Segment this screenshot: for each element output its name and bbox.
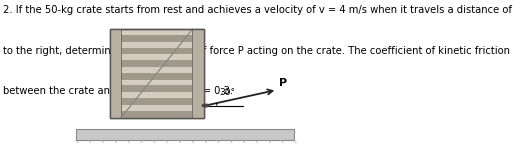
Bar <box>192 29 204 118</box>
Circle shape <box>202 104 209 107</box>
Bar <box>121 85 192 92</box>
Text: 2. If the 50-kg crate starts from rest and achieves a velocity of v = 4 m/s when: 2. If the 50-kg crate starts from rest a… <box>3 5 513 15</box>
Text: to the right, determine the magnitude of force P acting on the crate. The coeffi: to the right, determine the magnitude of… <box>3 46 509 56</box>
Bar <box>121 111 192 118</box>
Bar <box>121 98 192 105</box>
Text: P: P <box>279 78 287 88</box>
Bar <box>121 35 192 42</box>
Bar <box>110 29 204 118</box>
Text: between the crate and the ground is μₖ = 0.3.: between the crate and the ground is μₖ =… <box>3 86 233 96</box>
Text: 30°: 30° <box>219 88 235 96</box>
Bar <box>110 29 121 118</box>
Bar <box>76 129 294 140</box>
Bar <box>110 29 204 118</box>
Bar <box>121 60 192 67</box>
Bar <box>121 48 192 54</box>
Bar <box>121 73 192 80</box>
